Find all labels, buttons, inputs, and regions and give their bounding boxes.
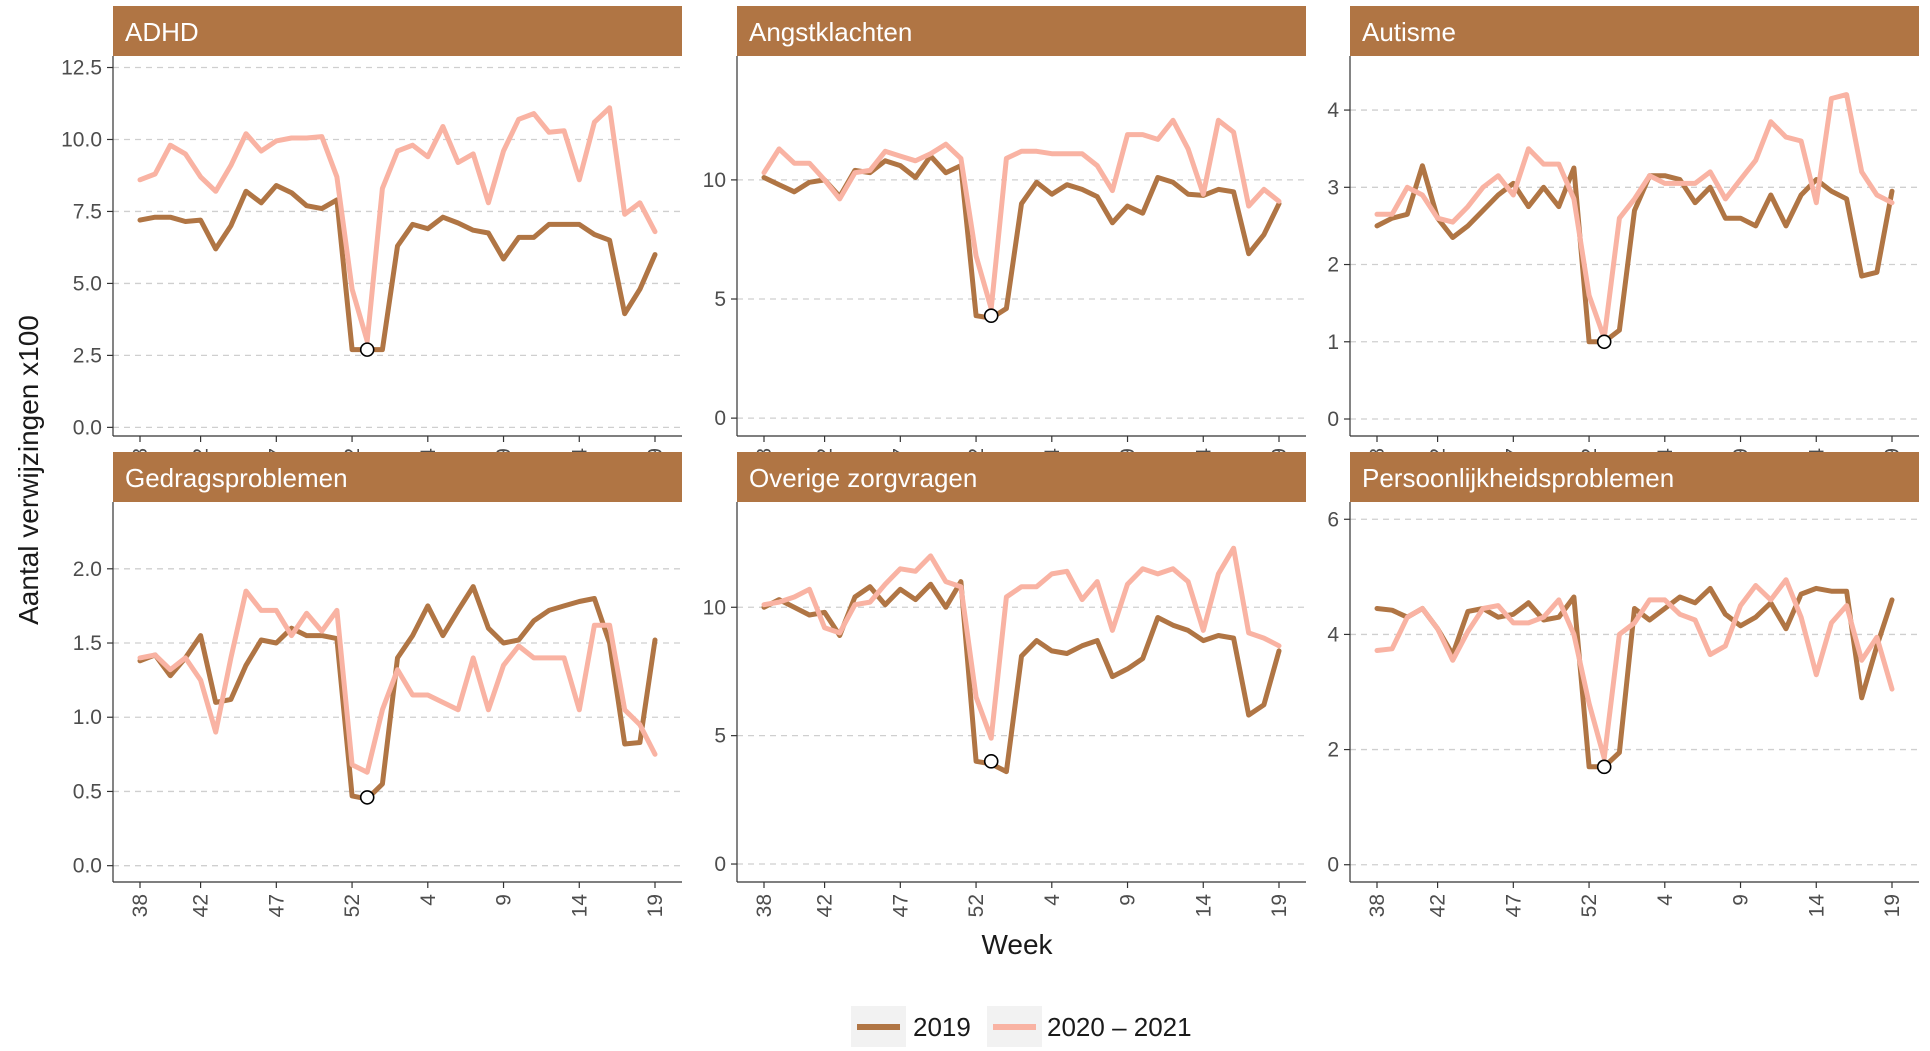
y-tick-label: 6 (1327, 508, 1339, 531)
strip-title: Angstklachten (749, 17, 912, 47)
y-tick-label: 4 (1327, 99, 1339, 122)
x-tick-label: 4 (417, 894, 440, 906)
x-tick-label: 19 (1881, 894, 1904, 917)
x-tick-label: 4 (1654, 894, 1677, 906)
x-tick-label: 52 (965, 894, 988, 917)
x-tick-label: 38 (753, 894, 776, 917)
facet-angstklachten: Angstklachten051038424752491419 (703, 6, 1306, 471)
x-tick-label: 19 (1268, 894, 1291, 917)
strip-angstklachten (737, 6, 1306, 56)
series-line-2020-2021 (761, 545, 1282, 741)
strip-adhd (113, 6, 682, 56)
x-tick-label: 47 (1502, 894, 1525, 917)
y-tick-label: 0.0 (73, 416, 102, 439)
strip-title: Overige zorgvragen (749, 463, 977, 493)
facet-autisme: Autisme0123438424752491419 (1327, 6, 1919, 471)
legend-label-2020-2021: 2020 – 2021 (1047, 1012, 1192, 1042)
strip-persoonlijkheidsproblemen (1350, 452, 1919, 502)
y-tick-label: 7.5 (73, 200, 102, 223)
y-tick-label: 0 (714, 853, 726, 876)
minimum-marker (1596, 334, 1612, 350)
minimum-marker (983, 754, 999, 769)
strip-title: Persoonlijkheidsproblemen (1362, 463, 1674, 493)
y-tick-label: 0 (714, 407, 726, 430)
x-tick-label: 9 (493, 894, 516, 906)
series-line-2020-2021 (137, 588, 658, 775)
series-line-2019 (1374, 163, 1895, 345)
y-tick-label: 2 (1327, 739, 1339, 762)
x-tick-label: 42 (814, 894, 837, 917)
legend: 2019 2020 – 2021 (851, 1006, 1192, 1047)
series-line-2020-2021 (137, 105, 658, 344)
y-tick-label: 1 (1327, 331, 1339, 354)
y-tick-label: 0 (1327, 854, 1339, 877)
strip-autisme (1350, 6, 1919, 56)
series-line-2019 (137, 183, 658, 353)
y-tick-label: 12.5 (61, 57, 102, 80)
y-tick-label: 5 (714, 288, 726, 311)
minimum-marker (983, 308, 999, 323)
x-tick-label: 42 (190, 894, 213, 917)
x-tick-label: 19 (644, 894, 667, 917)
minimum-marker (359, 790, 375, 805)
strip-title: Gedragsproblemen (125, 463, 348, 493)
y-tick-label: 10 (703, 596, 726, 619)
series-line-2020-2021 (1374, 92, 1895, 341)
facet-gedragsproblemen: Gedragsproblemen 0.0 0.5 1.0 1.5 2.0 38 42 47 52 4… (73, 452, 682, 917)
x-tick-label: 14 (1192, 894, 1215, 918)
minimum-marker (1596, 759, 1612, 775)
x-tick-label: 14 (568, 894, 591, 918)
x-tick-label: 9 (1117, 894, 1140, 906)
facet-persoonlijkheidsproblemen: Persoonlijkheidsproblemen 0 2 4 6 38 42 47 52 4 9 1… (1327, 452, 1919, 917)
y-tick-label: 4 (1327, 623, 1339, 646)
y-tick-label: 5.0 (73, 272, 102, 295)
y-tick-label: 1.5 (73, 632, 102, 655)
y-tick-label: 2.5 (73, 344, 102, 367)
facet-overige-zorgvragen: Overige zorgvragen 0 5 10 38 42 47 52 4 9 14 19 (703, 452, 1306, 917)
minimum-marker (359, 342, 375, 357)
y-tick-label: 0.5 (73, 780, 102, 803)
y-tick-label: 3 (1327, 176, 1339, 199)
x-tick-label: 47 (889, 894, 912, 917)
series-line-2020-2021 (1374, 577, 1895, 761)
y-tick-label: 10 (703, 169, 726, 192)
series-line-2019 (137, 584, 658, 802)
strip-gedragsproblemen (113, 452, 682, 502)
series-line-2020-2021 (761, 117, 1282, 311)
x-tick-label: 4 (1041, 894, 1064, 906)
x-axis-title: Week (981, 929, 1053, 960)
x-tick-label: 42 (1427, 894, 1450, 917)
y-tick-label: 0 (1327, 408, 1339, 431)
legend-label-2019: 2019 (913, 1012, 971, 1042)
x-tick-label: 14 (1805, 894, 1828, 918)
x-tick-label: 52 (1578, 894, 1601, 917)
facet-panels: ADHD0.02.55.07.510.012.538424752491419An… (61, 6, 1919, 917)
strip-title: Autisme (1362, 17, 1456, 47)
x-tick-label: 47 (265, 894, 288, 917)
strip-overige-zorgvragen (737, 452, 1306, 502)
x-tick-label: 52 (341, 894, 364, 917)
x-tick-label: 38 (129, 894, 152, 917)
x-tick-label: 38 (1366, 894, 1389, 917)
series-line-2019 (1374, 585, 1895, 770)
y-axis-title: Aantal verwijzingen x100 (13, 315, 44, 625)
y-tick-label: 2.0 (73, 558, 102, 581)
y-tick-label: 10.0 (61, 128, 102, 151)
y-tick-label: 2 (1327, 254, 1339, 277)
strip-title: ADHD (125, 17, 199, 47)
y-tick-label: 5 (714, 725, 726, 748)
y-tick-label: 0.0 (73, 855, 102, 878)
series-line-2019 (761, 579, 1282, 775)
x-tick-label: 9 (1730, 894, 1753, 906)
y-tick-label: 1.0 (73, 706, 102, 729)
